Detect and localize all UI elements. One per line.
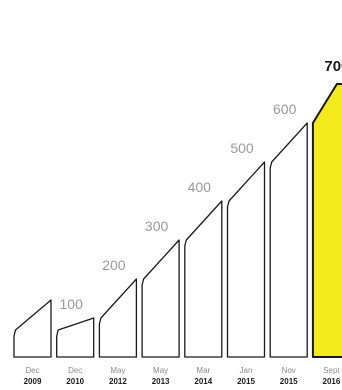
- x-tick-month-5: Jan: [240, 366, 253, 375]
- x-tick-month-6: Nov: [282, 366, 296, 375]
- bar-4: [184, 200, 223, 358]
- bar-1: [56, 317, 95, 358]
- value-label-1: 100: [60, 296, 84, 312]
- x-tick-year-2: 2012: [109, 377, 127, 386]
- bar-0: [13, 299, 52, 358]
- bar-2: [98, 278, 138, 358]
- x-tick-month-1: Dec: [68, 366, 82, 375]
- x-tick-year-5: 2015: [237, 377, 255, 386]
- x-tick-month-2: May: [110, 366, 125, 375]
- x-tick-month-3: May: [153, 366, 168, 375]
- x-tick-month-7: Sept: [323, 366, 340, 375]
- bar-6: [269, 122, 308, 358]
- x-tick-year-0: 2009: [24, 377, 42, 386]
- value-label-4: 400: [188, 179, 212, 195]
- x-tick-year-7: 2016: [323, 377, 341, 386]
- bar-7: [311, 83, 342, 358]
- x-tick-year-3: 2013: [152, 377, 170, 386]
- value-label-2: 200: [102, 257, 126, 273]
- bar-5: [226, 161, 266, 358]
- value-label-5: 500: [230, 140, 254, 156]
- x-tick-month-0: Dec: [25, 366, 39, 375]
- bar-3: [141, 239, 180, 358]
- x-tick-month-4: Mar: [196, 366, 210, 375]
- x-tick-year-6: 2015: [280, 377, 298, 386]
- x-tick-year-1: 2010: [66, 377, 84, 386]
- value-label-6: 600: [273, 101, 297, 117]
- value-label-3: 300: [145, 218, 169, 234]
- value-label-7: 700: [324, 58, 342, 75]
- x-tick-year-4: 2014: [194, 377, 212, 386]
